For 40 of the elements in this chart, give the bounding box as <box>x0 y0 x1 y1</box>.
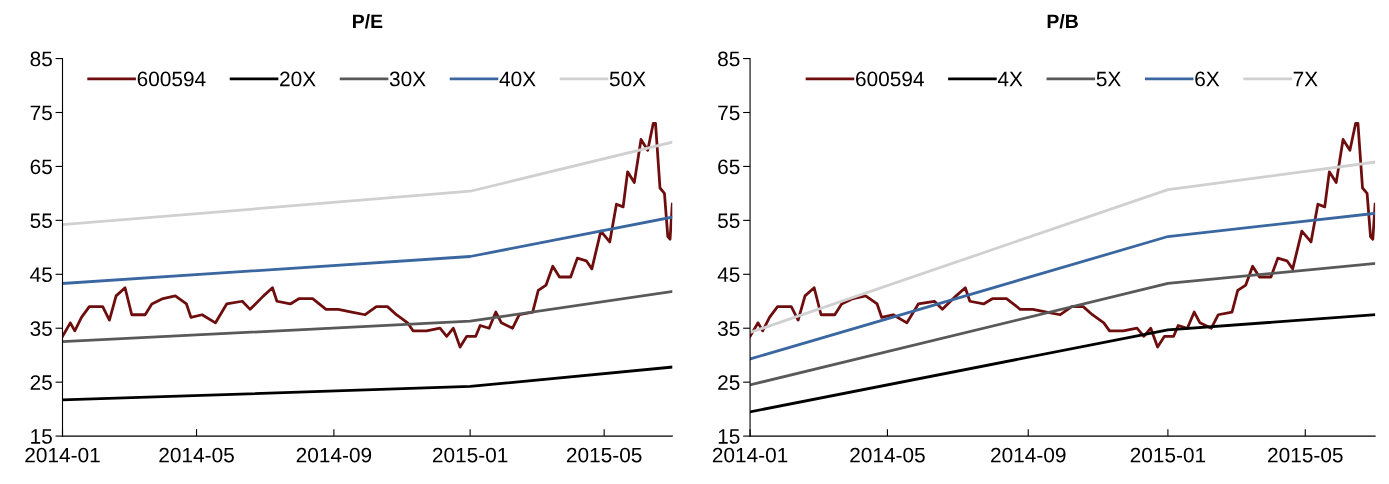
line-series <box>750 121 1376 349</box>
x-tick-label: 2015-01 <box>1130 447 1206 463</box>
legend-label: 40X <box>499 71 536 87</box>
chart-title: P/E <box>353 13 383 29</box>
legend-label: 30X <box>389 71 426 87</box>
x-tick-label: 2014-01 <box>25 447 100 463</box>
y-tick-label: 65 <box>30 159 52 175</box>
legend-label: 7X <box>1293 71 1318 87</box>
chart-title: P/B <box>1047 13 1078 29</box>
y-tick-label: 65 <box>718 159 740 175</box>
legend-label: 20X <box>280 71 316 87</box>
y-tick-label: 45 <box>30 267 52 283</box>
y-tick-label: 55 <box>718 213 740 229</box>
y-tick-label: 85 <box>718 51 740 67</box>
y-tick-label: 25 <box>30 375 52 390</box>
x-tick-label: 2015-05 <box>1268 447 1343 463</box>
x-tick-label: 2014-01 <box>712 447 788 463</box>
y-tick-label: 35 <box>717 321 740 336</box>
x-tick-label: 2014-05 <box>159 447 234 463</box>
x-tick-label: 2014-05 <box>850 447 925 463</box>
legend-label: 4X <box>997 71 1023 87</box>
x-tick-label: 2015-05 <box>566 447 642 463</box>
legend-label: 600594 <box>137 71 206 87</box>
x-tick-label: 2015-01 <box>432 447 508 463</box>
y-tick-label: 45 <box>717 267 740 283</box>
y-tick-label: 85 <box>30 51 52 67</box>
x-tick-label: 2014-09 <box>991 447 1066 463</box>
legend-label: 50X <box>609 71 646 87</box>
y-tick-label: 25 <box>718 375 740 390</box>
y-tick-label: 55 <box>30 213 52 229</box>
x-tick-label: 2014-09 <box>296 447 372 463</box>
legend-label: 600594 <box>856 71 924 87</box>
legend-label: 6X <box>1195 71 1220 87</box>
y-tick-label: 75 <box>718 105 740 121</box>
y-tick-label: 15 <box>31 429 52 444</box>
line-series <box>62 121 673 349</box>
y-tick-label: 35 <box>30 321 52 336</box>
y-tick-label: 15 <box>718 429 740 444</box>
y-tick-label: 75 <box>30 105 52 121</box>
legend-label: 5X <box>1096 71 1121 87</box>
